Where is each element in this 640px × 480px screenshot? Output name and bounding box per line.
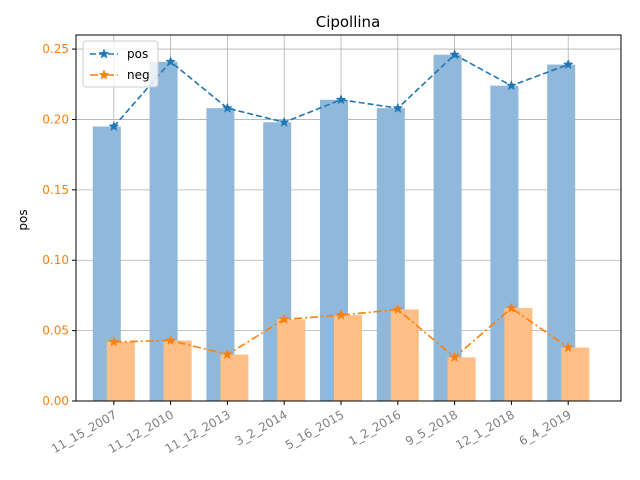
bar-neg [163,340,192,401]
marker-neg [165,334,177,346]
marker-pos [165,56,177,67]
plot-frame [75,34,622,402]
marker-pos [392,102,404,113]
marker-neg [392,303,404,315]
y-tick-label: 0.15 [42,183,69,197]
bar-neg [504,308,533,401]
marker-neg [505,302,517,313]
line-neg [113,307,569,359]
bars [92,54,590,402]
series-lines [108,48,574,362]
bar-neg [334,315,362,401]
y-axis-ticks: 0.00 0.05 0.10 0.15 0.20 0.25 [42,42,76,408]
bar-pos [547,64,576,402]
marker-neg [108,336,120,347]
marker-pos [278,116,290,127]
x-tick-label: 5_16_2015 [283,407,347,452]
marker-pos [449,48,461,60]
x-tick-label: 6_4_2019 [517,407,574,448]
y-axis-label: pos [16,209,30,230]
y-tick-label: 0.05 [42,324,69,338]
bar-neg [561,347,590,401]
y-tick-label: 0.20 [42,112,69,126]
x-tick-label: 1_2_2016 [346,407,403,448]
y-tick-label: 0.10 [42,253,69,267]
bar-neg [447,357,476,401]
bar-neg [106,341,135,401]
marker-neg [278,313,290,324]
marker-pos [505,79,517,91]
marker-neg [562,341,574,353]
bar-neg [220,354,249,401]
bar-neg [390,309,419,401]
marker-neg [221,348,233,360]
bar-neg [277,319,306,401]
x-tick-label: 9_5_2018 [403,407,460,448]
legend-label-pos: pos [127,47,148,61]
x-tick-label: 3_2_2014 [233,407,290,448]
y-tick-label: 0.25 [42,42,69,56]
legend-label-neg: neg [127,68,150,82]
legend-marker-pos [98,48,110,59]
legend: pos neg [82,40,159,88]
chart-title: Cipollina [316,13,381,31]
marker-pos [108,120,120,132]
x-tick-label: 12_1_2018 [453,407,517,452]
y-tick-label: 0.00 [42,394,69,408]
marker-pos [562,58,574,70]
marker-neg [335,309,347,320]
marker-pos [335,94,347,105]
marker-neg [449,351,461,362]
bar-pos [433,54,462,401]
marker-pos [221,102,233,113]
legend-marker-neg [98,69,110,80]
